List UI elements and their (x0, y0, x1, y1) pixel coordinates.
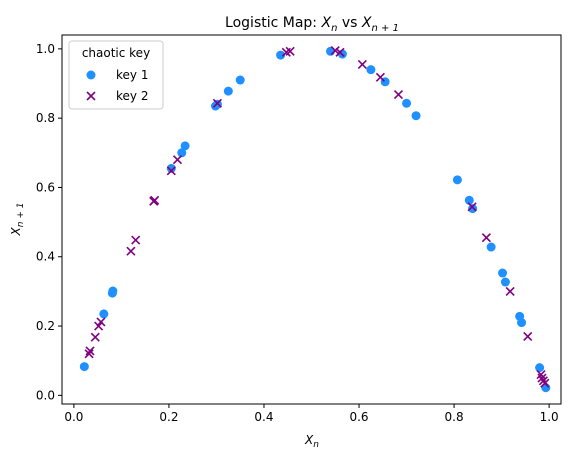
legend: chaotic key key 1 key 2 (68, 40, 164, 110)
point-key-2 (212, 98, 222, 108)
x-tick-label: 0.8 (445, 410, 464, 424)
y-axis-label-base: X (9, 226, 23, 236)
x-axis-label-sub: n (313, 440, 319, 450)
point-key-2 (330, 46, 340, 56)
data-points (79, 46, 551, 393)
point-key-1 (79, 362, 89, 372)
point-key-2 (357, 59, 367, 70)
point-key-1 (402, 98, 412, 108)
point-key-1 (366, 65, 376, 75)
point-key-1 (500, 277, 510, 287)
point-key-1 (535, 363, 545, 373)
x-tick-label: 0.6 (349, 410, 368, 424)
x-tick-label: 0.4 (254, 410, 273, 424)
point-key-1 (411, 111, 421, 121)
title-xn: X (320, 15, 331, 31)
y-tick-label: 0.6 (36, 180, 55, 194)
x-tick-label: 0.0 (64, 410, 83, 424)
chart-title: Logistic Map: Xn vs Xn + 1 (225, 15, 399, 34)
point-key-1 (276, 50, 286, 60)
y-tick-label: 0.4 (36, 250, 55, 264)
y-tick-label: 0.2 (36, 319, 55, 333)
title-xn1-sub: n + 1 (372, 23, 399, 34)
y-axis-label: Xn + 1 (9, 203, 26, 237)
x-axis-ticks: 0.0 0.2 0.4 0.6 0.8 1.0 (64, 404, 559, 424)
legend-marker-key-1 (86, 70, 96, 80)
point-key-1 (166, 163, 176, 173)
point-key-1 (464, 195, 474, 205)
x-axis-label-base: X (304, 433, 314, 447)
legend-label-key-1: key 1 (116, 68, 148, 82)
point-key-1 (235, 75, 245, 85)
point-key-1 (99, 309, 109, 319)
title-prefix: Logistic Map: (225, 15, 321, 31)
x-tick-label: 1.0 (540, 410, 559, 424)
point-key-1 (223, 86, 233, 96)
point-key-2 (131, 235, 141, 245)
point-key-2 (96, 317, 106, 327)
point-key-2 (285, 46, 295, 56)
legend-title: chaotic key (82, 46, 150, 60)
point-key-1 (452, 175, 462, 185)
point-key-1 (517, 318, 527, 328)
point-key-2 (166, 166, 176, 176)
y-tick-label: 0.0 (36, 388, 55, 402)
title-xn1: X (361, 15, 372, 31)
point-key-2 (335, 47, 345, 57)
point-key-2 (90, 332, 100, 342)
point-key-2 (393, 90, 404, 100)
point-key-1 (468, 204, 478, 214)
x-axis-label: Xn (304, 433, 319, 450)
point-key-2 (375, 72, 385, 82)
y-tick-label: 0.8 (36, 111, 55, 125)
legend-label-key-2: key 2 (116, 89, 148, 103)
point-key-2 (172, 155, 183, 165)
title-xn-sub: n (331, 23, 337, 34)
point-key-2 (94, 321, 104, 331)
point-key-1 (486, 242, 496, 252)
y-axis-ticks: 0.0 0.2 0.4 0.6 0.8 1.0 (36, 42, 62, 402)
point-key-2 (540, 378, 550, 388)
point-key-1 (180, 141, 190, 151)
x-tick-label: 0.2 (159, 410, 178, 424)
title-vs: vs (337, 15, 361, 31)
point-key-2 (523, 331, 533, 342)
point-key-2 (467, 202, 477, 212)
point-key-2 (481, 233, 491, 243)
legend-box (68, 40, 164, 110)
y-axis-label-sub: n + 1 (16, 203, 26, 228)
point-key-2 (537, 373, 547, 383)
point-key-1 (498, 268, 508, 278)
point-key-2 (126, 246, 136, 256)
point-key-1 (177, 148, 187, 158)
point-key-2 (85, 346, 95, 356)
point-key-2 (505, 286, 515, 296)
point-key-2 (84, 349, 94, 359)
point-key-2 (150, 195, 160, 205)
point-key-1 (108, 286, 118, 296)
y-tick-label: 1.0 (36, 42, 55, 56)
legend-marker-key-2 (86, 91, 96, 101)
